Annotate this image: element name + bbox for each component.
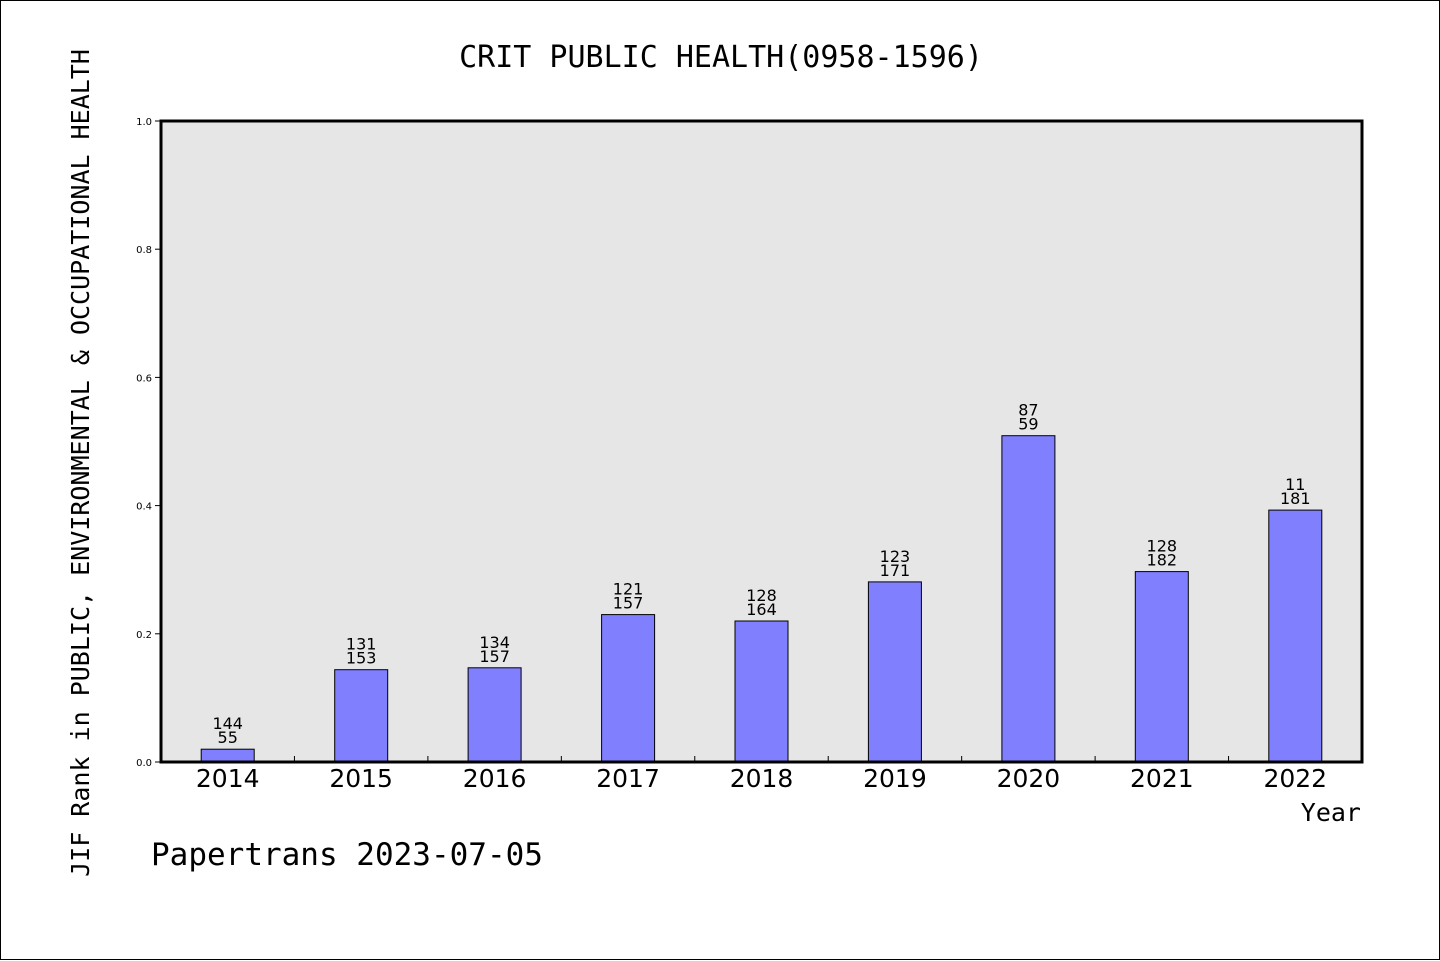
bar-2015 (334, 669, 389, 763)
y-tick-label: 0.6 (136, 373, 152, 384)
x-tick-label-2021: 2021 (1130, 764, 1194, 793)
data-label-total-2014: 55 (218, 728, 238, 747)
footer-text: Papertrans 2023-07-05 (151, 837, 543, 873)
data-label-total-2018: 164 (746, 600, 777, 619)
x-tick-label-2015: 2015 (329, 764, 393, 793)
data-label-total-2020: 59 (1018, 415, 1038, 434)
y-tick-label: 0.4 (136, 502, 152, 513)
x-tick-label-2020: 2020 (997, 764, 1061, 793)
data-label-rank-2019: 123 (880, 547, 911, 566)
x-tick-label-2022: 2022 (1263, 764, 1327, 793)
data-label-total-2021: 182 (1147, 551, 1178, 570)
x-tick-label-2019: 2019 (863, 764, 927, 793)
y-tick-label: 0.8 (136, 245, 152, 256)
data-label-rank-2015: 131 (346, 635, 377, 654)
data-label-total-2017: 157 (613, 594, 644, 613)
data-label-total-2019: 171 (880, 561, 911, 580)
bar-2020 (1001, 435, 1056, 763)
x-tick-label-2016: 2016 (463, 764, 527, 793)
x-tick-label-2014: 2014 (196, 764, 260, 793)
data-label-rank-2021: 128 (1147, 537, 1178, 556)
y-tick-label: 0.0 (136, 758, 152, 769)
bar-2014 (200, 748, 255, 763)
y-tick-label: 0.2 (136, 630, 152, 641)
data-label-total-2022: 181 (1280, 489, 1311, 508)
bar-2018 (734, 620, 789, 763)
x-tick-label-2017: 2017 (596, 764, 660, 793)
y-axis-label: JIF Rank in PUBLIC, ENVIRONMENTAL & OCCU… (66, 49, 95, 877)
data-label-rank-2020: 87 (1018, 401, 1038, 420)
data-label-rank-2018: 128 (746, 586, 777, 605)
data-label-total-2016: 157 (479, 647, 510, 666)
bar-2019 (867, 581, 922, 763)
bar-2021 (1134, 571, 1189, 763)
chart-title: CRIT PUBLIC HEALTH(0958-1596) (459, 40, 983, 75)
x-tick-label-2018: 2018 (730, 764, 794, 793)
bar-2017 (601, 614, 656, 763)
x-axis-label: Year (1301, 798, 1361, 827)
bar-2016 (467, 667, 522, 763)
bar-2022 (1268, 509, 1323, 763)
data-label-total-2015: 153 (346, 649, 377, 668)
data-label-rank-2022: 11 (1285, 475, 1305, 494)
data-label-rank-2014: 144 (212, 714, 243, 733)
y-tick-label: 1.0 (136, 117, 152, 128)
plot-border (159, 119, 1364, 764)
data-label-rank-2016: 134 (479, 633, 510, 652)
data-label-rank-2017: 121 (613, 580, 644, 599)
